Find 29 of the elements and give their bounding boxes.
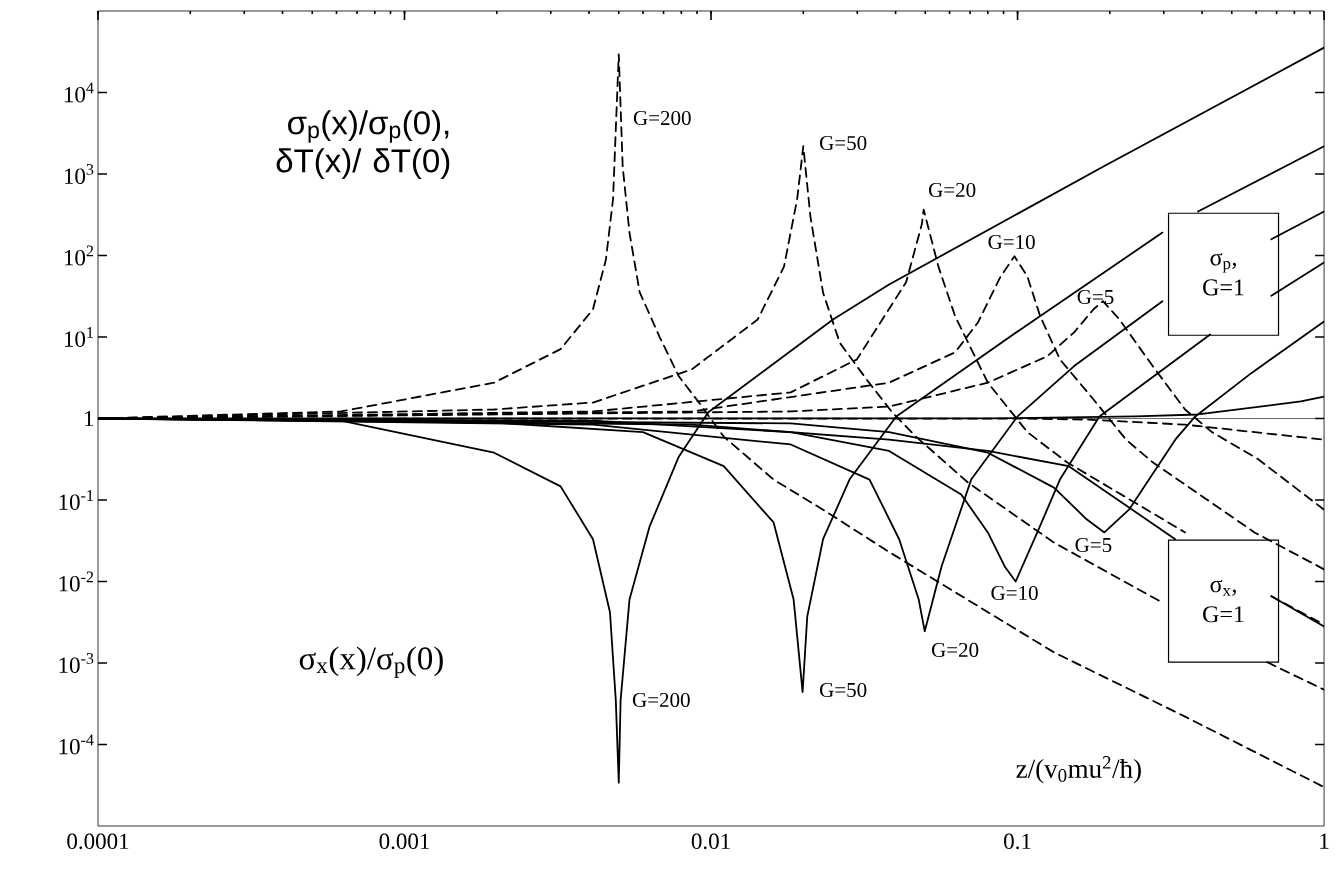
x-tick-label: 0.01	[691, 833, 730, 850]
annotation: G=10	[988, 234, 1035, 250]
annotation: G=200	[632, 692, 690, 708]
y-tick-label: 10$^{-1}$	[59, 490, 93, 510]
annotation: G=200	[633, 110, 691, 126]
x-tick-label: 0.1	[1004, 833, 1031, 850]
x-tick-label: 0.001	[379, 833, 429, 850]
y-tick-label: 10$^{-2}$	[59, 571, 94, 592]
annotation: σ$_{x}$(x)/σ$_{p}$(0)	[299, 646, 443, 678]
annotation: σ$_{p}$, G=1	[1203, 252, 1244, 296]
x-tick-label: 1	[1320, 833, 1329, 849]
y-tick-label: 10$^{3}$	[64, 164, 94, 184]
annotation: G=5	[1077, 289, 1114, 305]
annotation: G=10	[991, 585, 1038, 601]
y-tick-label: 1	[84, 410, 94, 427]
x-axis-title: z/(v$_{0}$mu$^{2}$/ħ)	[1016, 756, 1141, 784]
y-tick-label: 10$^{-3}$	[59, 653, 94, 673]
annotation: G=20	[929, 182, 976, 198]
annotation: G=50	[820, 135, 867, 151]
x-tick-label: 0.0001	[67, 833, 129, 850]
annotation: σ$_{p}$(x)/σ$_{p}$(0), δT(x)/ δT(0)	[276, 110, 450, 180]
y-tick-label: 10$^{2}$	[64, 245, 94, 266]
annotation: σ$_{x}$, G=1	[1203, 579, 1244, 623]
annotation: G=5	[1075, 537, 1112, 553]
annotation: G=50	[820, 682, 867, 698]
annotation: G=20	[931, 642, 979, 658]
y-tick-label: 10$^{4}$	[64, 82, 94, 103]
y-tick-label: 10$^{-4}$	[59, 734, 94, 755]
y-tick-label: 10$^{1}$	[64, 327, 93, 347]
